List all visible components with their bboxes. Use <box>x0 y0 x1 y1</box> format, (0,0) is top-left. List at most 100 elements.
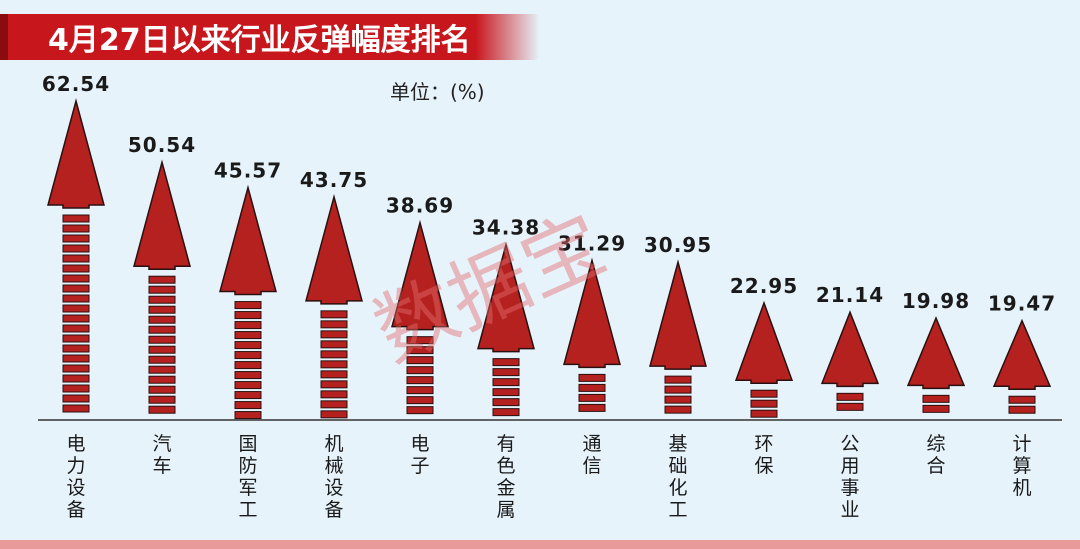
arrow-shaft-segment <box>406 386 434 395</box>
value-label: 38.69 <box>386 194 454 218</box>
bottom-stripe <box>0 540 1080 549</box>
arrow-bar <box>906 316 966 413</box>
value-label: 34.38 <box>472 216 540 240</box>
arrow-shaft-segment <box>1008 405 1036 414</box>
chart-title: 4月27日以来行业反弹幅度排名 <box>48 23 471 58</box>
arrow-shaft-segment <box>62 234 90 243</box>
arrow-head <box>133 159 191 270</box>
arrow-shaft-segment <box>234 371 262 380</box>
arrow-shaft-segment <box>62 404 90 413</box>
value-label: 19.98 <box>902 289 970 313</box>
category-label: 基础化工 <box>668 433 687 521</box>
arrow-head <box>219 184 277 296</box>
arrow-shaft-segment <box>922 394 950 403</box>
arrow-shaft-segment <box>406 336 434 345</box>
arrow-shaft-segment <box>148 405 176 414</box>
arrow-shaft-segment <box>62 214 90 223</box>
value-label: 21.14 <box>816 283 884 307</box>
arrow-shaft-segment <box>664 395 692 404</box>
arrow-shaft-segment <box>664 385 692 394</box>
arrow-shaft-segment <box>148 335 176 344</box>
arrow-shaft-segment <box>234 301 262 310</box>
arrow-shaft-segment <box>836 402 864 411</box>
title-band-edge <box>0 14 8 60</box>
arrow-shaft-segment <box>750 399 778 408</box>
arrow-shaft-segment <box>62 384 90 393</box>
value-label: 31.29 <box>558 231 626 255</box>
arrow-shaft-segment <box>492 408 520 417</box>
arrow-bar <box>649 259 707 414</box>
arrow-shaft-segment <box>320 310 348 319</box>
arrow-shaft-segment <box>148 345 176 354</box>
bar-group <box>47 98 1052 420</box>
arrow-head <box>391 219 449 331</box>
category-label: 国防军工 <box>238 433 257 521</box>
category-label: 计算机 <box>1012 433 1031 499</box>
arrow-shaft-segment <box>750 389 778 398</box>
arrow-shaft-segment <box>406 366 434 375</box>
arrow-head <box>305 193 363 305</box>
arrow-shaft-segment <box>62 304 90 313</box>
arrow-shaft-segment <box>62 264 90 273</box>
arrow-shaft-segment <box>320 320 348 329</box>
arrow-shaft-segment <box>62 334 90 343</box>
arrow-shaft-segment <box>62 244 90 253</box>
arrow-shaft-segment <box>62 254 90 263</box>
arrow-shaft-segment <box>406 406 434 415</box>
arrow-shaft-segment <box>320 350 348 359</box>
arrow-shaft-segment <box>320 360 348 369</box>
arrow-bar <box>305 193 363 419</box>
category-label: 通信 <box>582 433 601 477</box>
arrow-shaft-segment <box>320 340 348 349</box>
arrow-shaft-segment <box>406 356 434 365</box>
arrow-head <box>734 300 794 384</box>
arrow-shaft-segment <box>406 346 434 355</box>
category-label: 综合 <box>926 433 945 477</box>
arrow-shaft-segment <box>1008 395 1036 404</box>
arrow-shaft-segment <box>922 404 950 413</box>
arrow-shaft-segment <box>664 405 692 414</box>
arrow-shaft-segment <box>62 274 90 283</box>
value-label: 22.95 <box>730 274 798 298</box>
arrow-shaft-segment <box>234 411 262 420</box>
arrow-shaft-segment <box>492 358 520 367</box>
arrow-shaft-segment <box>234 391 262 400</box>
title-band <box>0 14 540 60</box>
arrow-shaft-segment <box>148 285 176 294</box>
arrow-shaft-segment <box>234 401 262 410</box>
arrow-shaft-segment <box>62 324 90 333</box>
arrow-head <box>47 98 105 209</box>
arrow-bar <box>820 310 880 411</box>
arrow-bar <box>219 184 277 420</box>
arrow-shaft-segment <box>750 409 778 418</box>
arrow-shaft-segment <box>62 314 90 323</box>
arrow-shaft-segment <box>406 376 434 385</box>
arrow-bar <box>391 219 449 415</box>
arrow-shaft-segment <box>664 375 692 384</box>
arrow-shaft-segment <box>234 331 262 340</box>
arrow-shaft-segment <box>320 370 348 379</box>
arrow-shaft-segment <box>578 373 606 382</box>
value-label: 43.75 <box>300 168 368 192</box>
arrow-shaft-segment <box>62 364 90 373</box>
arrow-shaft-segment <box>148 305 176 314</box>
arrow-shaft-segment <box>234 381 262 390</box>
arrow-shaft-segment <box>492 368 520 377</box>
value-label: 30.95 <box>644 233 712 257</box>
arrow-shaft-segment <box>148 295 176 304</box>
arrow-shaft-segment <box>492 378 520 387</box>
category-label: 环保 <box>754 433 773 477</box>
arrow-shaft-segment <box>406 396 434 405</box>
arrow-shaft-segment <box>148 375 176 384</box>
value-label: 19.47 <box>988 292 1056 316</box>
category-label: 公用事业 <box>840 433 859 521</box>
arrow-shaft-segment <box>578 393 606 402</box>
arrow-shaft-segment <box>320 410 348 419</box>
value-label: 45.57 <box>214 159 282 183</box>
arrow-shaft-segment <box>62 224 90 233</box>
value-label: 62.54 <box>42 72 110 96</box>
arrow-shaft-segment <box>148 365 176 374</box>
category-label: 有色金属 <box>496 433 515 521</box>
category-label-group: 电力设备 汽车 国防军工 机械设备 电子 有色金属 通信 基础化工 环保 公用事业 综合 计算机 <box>66 433 1031 521</box>
arrow-shaft-segment <box>320 400 348 409</box>
